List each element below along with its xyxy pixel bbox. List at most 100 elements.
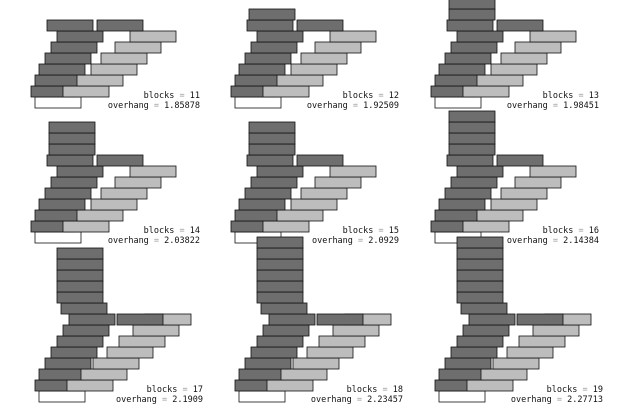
light-block <box>529 165 577 178</box>
tower-block <box>56 247 104 260</box>
light-block <box>290 198 338 211</box>
stack-diagram-19-blocks <box>434 236 592 403</box>
dark-block <box>46 19 94 32</box>
dark-block <box>446 19 494 32</box>
base-block <box>238 390 286 403</box>
blocks-value: 14 <box>190 226 200 236</box>
tower-block <box>248 132 296 145</box>
overhang-readout: overhang = 2.03822 <box>108 236 200 246</box>
overhang-readout: overhang = 1.92509 <box>307 101 399 111</box>
overhang-label: overhang <box>108 236 149 246</box>
overhang-label: overhang <box>311 395 352 405</box>
base-block <box>434 96 482 109</box>
overhang-readout: overhang = 2.0929 <box>312 236 399 246</box>
blocks-readout: blocks = 14 <box>144 226 200 236</box>
light-block <box>476 209 524 222</box>
tower-block <box>56 280 104 293</box>
dark-block <box>450 346 498 359</box>
light-block <box>62 85 110 98</box>
dark-block <box>450 41 498 54</box>
light-block <box>100 187 148 200</box>
dark-block <box>316 313 364 326</box>
dark-block <box>244 357 292 370</box>
dark-block <box>256 335 304 348</box>
blocks-value: 16 <box>589 226 599 236</box>
light-block <box>80 368 128 381</box>
light-block <box>90 198 138 211</box>
base-block <box>38 390 86 403</box>
light-block <box>276 209 324 222</box>
overhang-value: 2.14384 <box>563 236 599 246</box>
light-block <box>462 220 510 233</box>
stack-diagram-12-blocks <box>230 8 377 109</box>
tower-block <box>248 143 296 156</box>
light-block <box>514 41 562 54</box>
light-block <box>262 85 310 98</box>
dark-block <box>296 19 344 32</box>
dark-block <box>516 313 564 326</box>
dark-block <box>462 324 510 337</box>
light-block <box>529 30 577 43</box>
dark-block <box>96 154 144 167</box>
light-block <box>492 357 540 370</box>
dark-block <box>234 209 282 222</box>
dark-block <box>456 30 504 43</box>
blocks-readout: blocks = 18 <box>347 385 403 395</box>
light-block <box>118 335 166 348</box>
tower-block <box>456 236 504 249</box>
tower-block <box>256 247 304 260</box>
dark-block <box>244 52 292 65</box>
dark-block <box>446 154 494 167</box>
tower-block <box>48 121 96 134</box>
light-block <box>290 63 338 76</box>
tower-block <box>448 110 496 123</box>
light-block <box>500 52 548 65</box>
overhang-readout: overhang = 2.14384 <box>507 236 599 246</box>
overhang-label: overhang <box>116 395 157 405</box>
light-block <box>462 85 510 98</box>
tower-block <box>48 143 96 156</box>
dark-block <box>444 52 492 65</box>
blocks-readout: blocks = 17 <box>147 385 203 395</box>
light-block <box>466 379 514 392</box>
dark-block <box>56 335 104 348</box>
dark-block <box>234 74 282 87</box>
dark-block <box>38 198 86 211</box>
dark-block <box>50 41 98 54</box>
dark-block <box>444 187 492 200</box>
dark-block <box>46 154 94 167</box>
dark-block <box>68 313 116 326</box>
overhang-value: 2.0929 <box>368 236 399 246</box>
dark-block <box>250 346 298 359</box>
dark-block <box>34 209 82 222</box>
blocks-readout: blocks = 19 <box>547 385 603 395</box>
dark-block <box>456 335 504 348</box>
light-block <box>129 165 177 178</box>
light-block <box>329 30 377 43</box>
blocks-readout: blocks = 11 <box>144 91 200 101</box>
light-block <box>276 74 324 87</box>
dark-block <box>244 187 292 200</box>
light-block <box>490 198 538 211</box>
tower-block <box>456 258 504 271</box>
blocks-readout: blocks = 16 <box>543 226 599 236</box>
dark-block <box>44 52 92 65</box>
light-block <box>476 74 524 87</box>
dark-block <box>250 41 298 54</box>
tower-block <box>256 291 304 304</box>
dark-block <box>116 313 164 326</box>
blocks-label: blocks <box>147 385 178 395</box>
light-block <box>314 41 362 54</box>
tower-block <box>456 280 504 293</box>
blocks-value: 11 <box>190 91 200 101</box>
light-block <box>266 379 314 392</box>
blocks-label: blocks <box>543 91 574 101</box>
stack-diagram-14-blocks <box>30 121 177 244</box>
stack-diagram-16-blocks <box>430 110 577 244</box>
blocks-label: blocks <box>543 226 574 236</box>
overhang-label: overhang <box>507 236 548 246</box>
dark-block <box>246 19 294 32</box>
overhang-label: overhang <box>108 101 149 111</box>
blocks-label: blocks <box>343 91 374 101</box>
